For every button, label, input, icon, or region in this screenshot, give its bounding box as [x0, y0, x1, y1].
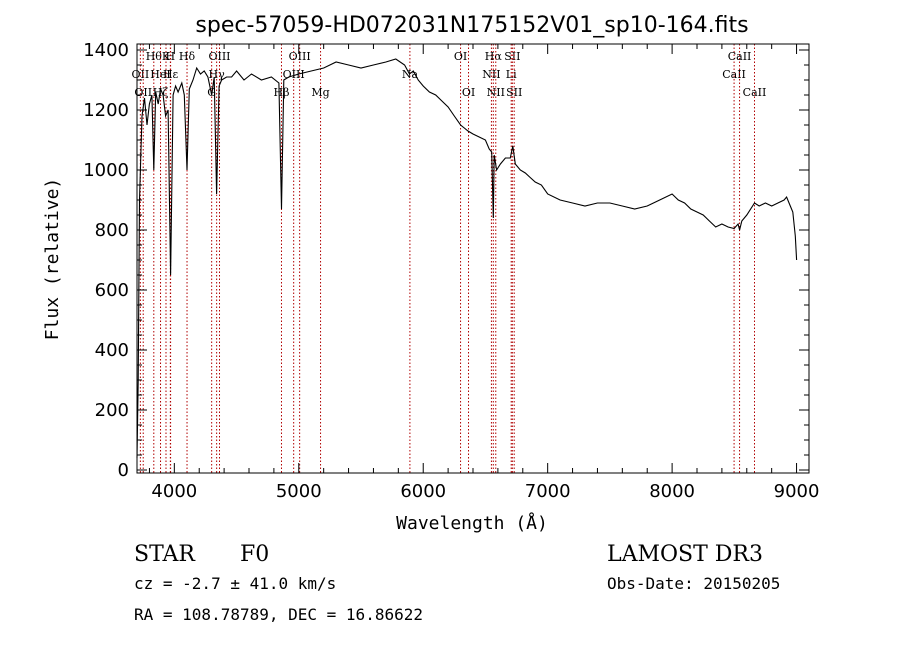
- line-label: OII: [132, 68, 150, 81]
- line-label: CaII: [728, 50, 752, 63]
- line-label: Hθ: [146, 50, 163, 63]
- line-label: Li: [506, 68, 517, 81]
- line-label: Hγ: [209, 68, 226, 81]
- line-label: K: [162, 50, 171, 63]
- line-label: Hα: [485, 50, 503, 63]
- y-tick-label: 0: [118, 460, 129, 481]
- line-label: NII: [487, 86, 505, 99]
- line-label: CaII: [722, 68, 746, 81]
- line-label: CaII: [743, 86, 767, 99]
- redshift-value: cz = -2.7 ± 41.0 km/s: [134, 574, 336, 593]
- obs-date: Obs-Date: 20150205: [607, 574, 780, 593]
- x-tick-label: 7000: [525, 481, 571, 502]
- line-label: OII: [134, 86, 152, 99]
- x-tick-label: 9000: [774, 481, 820, 502]
- line-label: Na: [402, 68, 419, 81]
- x-tick-label: 8000: [649, 481, 695, 502]
- x-tick-label: 4000: [151, 481, 197, 502]
- y-tick-label: 800: [95, 220, 129, 241]
- axis-ticks: 4000 5000 6000 7000 8000 9000 0 200 400 600 800 100…: [83, 40, 819, 502]
- line-label: OIII: [208, 50, 230, 63]
- x-tick-label: 5000: [276, 481, 322, 502]
- line-label: OI: [462, 86, 475, 99]
- line-label: OI: [454, 50, 467, 63]
- y-tick-label: 1400: [83, 40, 129, 61]
- x-tick-label: 6000: [400, 481, 446, 502]
- object-subclass: F0: [240, 542, 269, 567]
- line-label: HeI: [150, 68, 170, 81]
- object-class: STAR: [134, 542, 196, 567]
- y-tick-label: 400: [95, 340, 129, 361]
- line-label: SII: [504, 50, 520, 63]
- line-label: SII: [506, 86, 522, 99]
- plot-frame: [136, 43, 810, 474]
- y-tick-label: 600: [95, 280, 129, 301]
- line-label: Mg: [311, 86, 329, 99]
- line-label: NII: [482, 68, 500, 81]
- survey-name: LAMOST DR3: [607, 542, 763, 567]
- x-axis-title: Wavelength (Å): [396, 512, 548, 534]
- line-label: H: [166, 50, 176, 63]
- line-label: Hβ: [274, 86, 290, 99]
- spectrum-series-line: [136, 58, 798, 459]
- y-axis-title: Flux (relative): [42, 178, 63, 341]
- line-label: OIII: [289, 50, 311, 63]
- y-tick-label: 1000: [83, 160, 129, 181]
- y-tick-label: 1200: [83, 100, 129, 121]
- coordinates: RA = 108.78789, DEC = 16.86622: [134, 605, 423, 624]
- line-label: Hε: [163, 68, 179, 81]
- line-label: Hδ: [179, 50, 196, 63]
- chart-title: spec-57059-HD072031N175152V01_sp10-164.f…: [195, 13, 748, 38]
- y-tick-label: 200: [95, 400, 129, 421]
